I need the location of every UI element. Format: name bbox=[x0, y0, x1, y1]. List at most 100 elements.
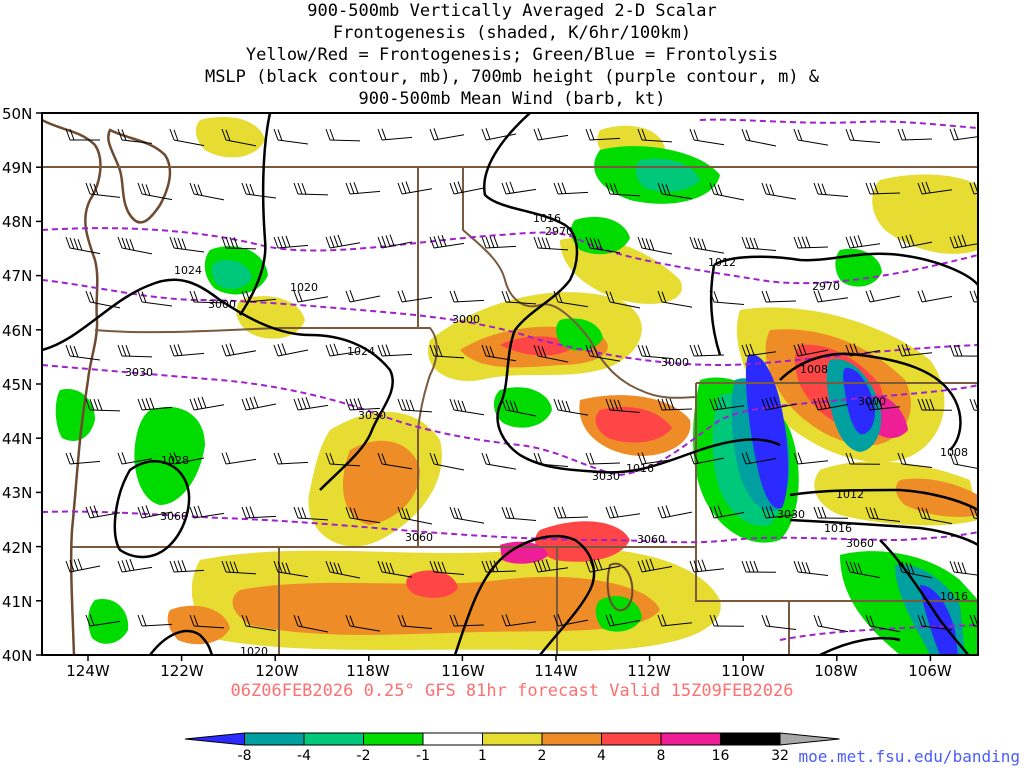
height-label: 2970 bbox=[545, 225, 573, 238]
mslp-label: 1008 bbox=[940, 446, 968, 459]
wind-barb bbox=[741, 452, 777, 465]
lat-label: 41N bbox=[2, 593, 32, 611]
wind-barb bbox=[137, 182, 173, 201]
coastline bbox=[42, 118, 102, 655]
wind-barb bbox=[137, 614, 173, 627]
frontogenesis-shade bbox=[560, 237, 682, 304]
wind-barb bbox=[189, 505, 225, 519]
wind-barb bbox=[689, 344, 725, 357]
wind-barb bbox=[533, 559, 569, 573]
colorbar-swatch bbox=[184, 732, 245, 746]
colorbar-label: 8 bbox=[657, 748, 666, 764]
wind-barb bbox=[709, 397, 745, 411]
colorbar-label: 32 bbox=[771, 748, 789, 764]
wind-barb bbox=[917, 181, 953, 195]
lon-label: 118W bbox=[346, 662, 390, 680]
wind-barb bbox=[449, 398, 485, 416]
wind-barb bbox=[65, 236, 101, 255]
wind-barb bbox=[65, 344, 101, 361]
wind-barb bbox=[501, 614, 537, 627]
wind-barb bbox=[605, 614, 641, 627]
height-contour bbox=[42, 364, 978, 477]
height-label: 3030 bbox=[125, 366, 153, 379]
wind-barb bbox=[501, 398, 537, 417]
borders-layer bbox=[42, 118, 978, 655]
wind-barb bbox=[585, 344, 621, 362]
wind-barb bbox=[845, 128, 881, 143]
colorbar-label: -8 bbox=[238, 748, 252, 764]
wind-barb bbox=[553, 614, 589, 627]
title-line-3: Yellow/Red = Frontogenesis; Green/Blue =… bbox=[245, 45, 779, 65]
wind-barb bbox=[657, 182, 693, 200]
wind-barb bbox=[761, 396, 797, 411]
wind-barb bbox=[949, 128, 978, 141]
wind-barb bbox=[793, 452, 829, 465]
wind-barb bbox=[273, 560, 309, 578]
wind-barb bbox=[761, 505, 797, 519]
wind-barb bbox=[865, 182, 901, 195]
wind-barb bbox=[709, 614, 745, 627]
wind-barb bbox=[429, 560, 465, 575]
frontolysis-shade bbox=[134, 406, 205, 505]
wind-barb bbox=[865, 614, 901, 633]
wind-barb bbox=[345, 182, 381, 195]
wind-barb bbox=[793, 560, 829, 577]
mslp-label: 1016 bbox=[940, 590, 968, 603]
mslp-contour bbox=[713, 252, 978, 286]
wind-barb bbox=[689, 236, 725, 254]
wind-barb bbox=[553, 290, 589, 308]
mslp-label: 1020 bbox=[290, 281, 318, 294]
source-url[interactable]: moe.met.fsu.edu/banding bbox=[798, 747, 1020, 766]
frontogenesis-shade bbox=[406, 570, 458, 598]
wind-barb bbox=[397, 614, 433, 629]
wind-barb bbox=[345, 290, 381, 303]
wind-barb bbox=[293, 290, 329, 303]
wind-barb bbox=[85, 398, 121, 412]
coastline bbox=[107, 128, 172, 224]
wind-barb bbox=[585, 236, 621, 254]
wind-barb bbox=[657, 398, 693, 411]
lon-label: 110W bbox=[721, 662, 765, 680]
colorbar-label: 2 bbox=[538, 748, 547, 764]
wind-barb bbox=[709, 505, 745, 519]
wind-barb bbox=[501, 506, 537, 521]
wind-barb bbox=[637, 344, 673, 359]
wind-barb bbox=[377, 234, 413, 249]
height-label: 3030 bbox=[592, 470, 620, 483]
height-label: 3000 bbox=[208, 298, 236, 311]
latitude-labels: 50N 49N 48N 47N 46N 45N 44N 43N 42N 41N … bbox=[2, 105, 32, 665]
colorbar-label: 16 bbox=[712, 748, 730, 764]
wind-barb bbox=[449, 614, 485, 627]
wind-barb bbox=[501, 181, 537, 195]
colorbar-swatch bbox=[601, 732, 662, 746]
frontolysis-shade bbox=[835, 248, 882, 287]
wind-barb bbox=[377, 452, 413, 470]
wind-barb bbox=[585, 452, 621, 465]
colorbar-swatch bbox=[779, 732, 840, 746]
wind-barb bbox=[865, 290, 901, 303]
wind-barb bbox=[65, 128, 100, 141]
wind-barb bbox=[553, 398, 589, 416]
height-label: 3060 bbox=[637, 533, 665, 546]
wind-barb bbox=[169, 344, 205, 357]
wind-barb bbox=[397, 506, 433, 525]
wind-barb bbox=[845, 343, 881, 357]
wind-barb bbox=[533, 452, 569, 467]
colorbar-swatch bbox=[482, 732, 543, 746]
lat-label: 44N bbox=[2, 430, 32, 448]
lon-label: 106W bbox=[908, 662, 952, 680]
state-border bbox=[695, 383, 978, 602]
frontogenesis-shade bbox=[500, 336, 575, 356]
wind-barb bbox=[273, 235, 309, 249]
wind-barb bbox=[605, 290, 641, 309]
colorbar-label: 1 bbox=[478, 748, 487, 764]
wind-barb bbox=[657, 614, 693, 627]
frontogenesis-shade bbox=[895, 478, 978, 517]
mslp-label: 1012 bbox=[836, 488, 864, 501]
wind-barb bbox=[397, 290, 433, 303]
wind-barb bbox=[917, 398, 953, 411]
colorbar-label: 4 bbox=[597, 748, 606, 764]
wind-barb bbox=[325, 343, 361, 357]
wind-barb bbox=[293, 182, 329, 196]
